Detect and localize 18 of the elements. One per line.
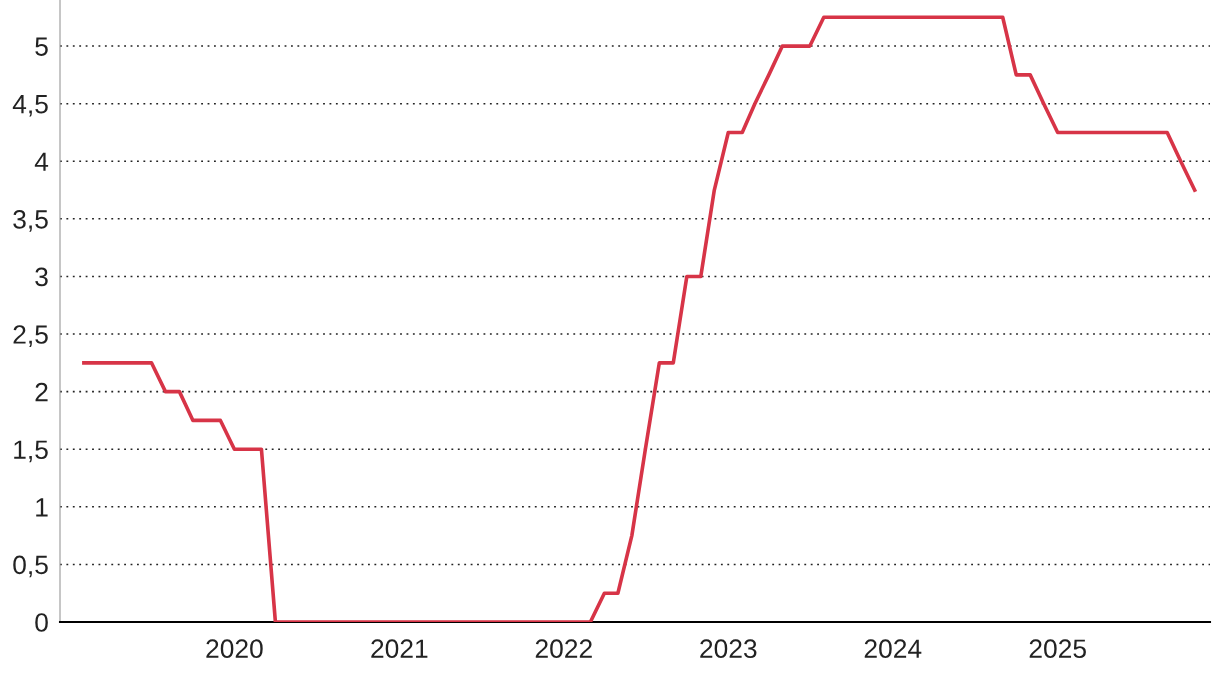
y-tick-label: 1 <box>36 498 48 517</box>
y-tick-label: 0,5 <box>13 555 48 578</box>
y-tick-label: 4,5 <box>12 95 48 117</box>
x-tick-label: 2020 <box>206 639 263 659</box>
y-tick-label: 2 <box>35 382 48 402</box>
x-tick-label: 2023 <box>700 639 757 659</box>
y-tick-label: 3 <box>35 267 48 287</box>
x-tick-label: 2025 <box>1029 639 1086 659</box>
x-tick-label: 2024 <box>864 639 922 659</box>
x-tick-label: 2022 <box>535 639 592 659</box>
y-tick-label: 0 <box>35 613 48 632</box>
y-tick-label: 3,5 <box>13 209 48 232</box>
y-tick-label: 1,5 <box>14 440 48 463</box>
y-tick-label: 2,5 <box>13 325 48 347</box>
y-tick-label: 5 <box>35 37 48 56</box>
y-tick-label: 4 <box>34 152 49 171</box>
line-series <box>82 15 1197 622</box>
x-tick-label: 2021 <box>371 639 428 659</box>
